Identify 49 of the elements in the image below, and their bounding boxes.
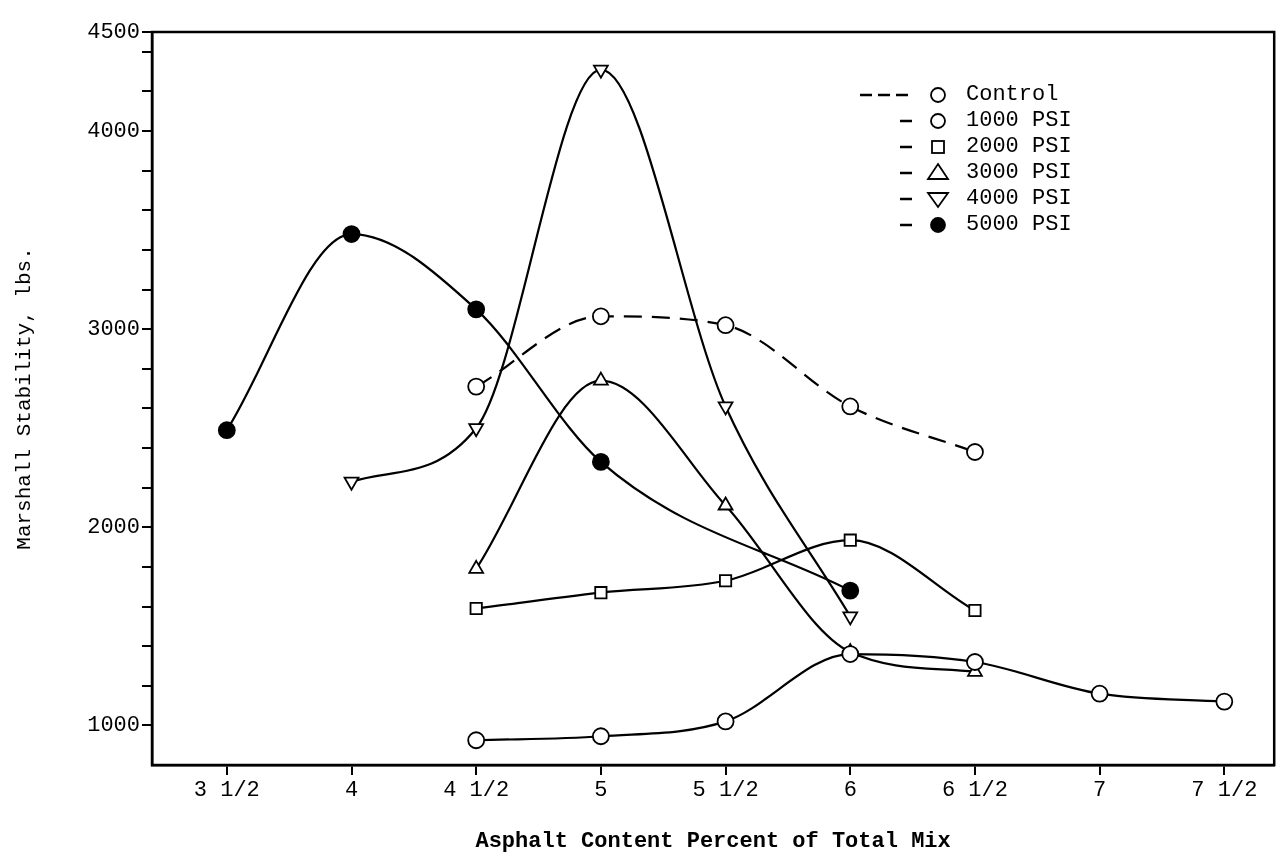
point	[593, 64, 609, 79]
x-tick-label: 4 1/2	[443, 778, 510, 804]
y-tick-label: 2000	[87, 515, 140, 541]
point	[842, 611, 859, 626]
point	[719, 574, 733, 588]
x-tick-label: 7 1/2	[1191, 778, 1258, 804]
x-tick-label: 6 1/2	[941, 778, 1008, 804]
point	[968, 603, 982, 618]
legend-label: 2000 PSI	[966, 134, 1072, 160]
point	[717, 401, 734, 416]
x-axis-title: Asphalt Content Percent of Total Mix	[475, 829, 951, 855]
point	[469, 601, 483, 616]
point	[1090, 684, 1109, 703]
point	[966, 653, 984, 671]
x-tick-label: 4	[344, 778, 359, 804]
point	[217, 421, 236, 440]
point	[841, 645, 860, 663]
x-tick-label: 5	[594, 778, 608, 804]
point	[843, 533, 857, 547]
point	[343, 476, 360, 491]
point	[467, 300, 486, 319]
y-tick-label: 4000	[87, 118, 140, 144]
x-tick-label: 6	[843, 778, 857, 804]
point	[966, 443, 984, 461]
legend-label: Control	[966, 82, 1059, 108]
point	[594, 586, 608, 600]
point	[591, 727, 610, 746]
x-tick-label: 5 1/2	[692, 778, 759, 804]
x-tick-label: 7	[1093, 778, 1107, 804]
legend-label: 1000 PSI	[966, 108, 1072, 134]
legend-label: 5000 PSI	[966, 212, 1072, 238]
point	[841, 581, 860, 600]
point	[841, 397, 860, 416]
point	[467, 377, 486, 396]
point	[342, 225, 361, 243]
y-axis-title: Marshall Stability, lbs.	[13, 247, 37, 550]
point	[716, 316, 735, 335]
point	[591, 307, 610, 326]
y-tick-label: 3000	[87, 316, 140, 342]
point	[1215, 692, 1234, 711]
y-tick-label: 1000	[87, 713, 140, 739]
legend-label: 4000 PSI	[966, 186, 1072, 212]
x-tick-label: 3 1/2	[193, 778, 260, 804]
y-tick-label: 4500	[87, 19, 140, 45]
point	[468, 423, 485, 438]
legend-label: 3000 PSI	[966, 160, 1072, 186]
point	[467, 731, 486, 750]
point	[591, 453, 610, 471]
point	[716, 712, 735, 731]
